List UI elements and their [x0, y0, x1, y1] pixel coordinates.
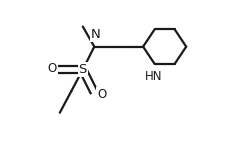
Text: O: O — [48, 62, 57, 75]
Text: O: O — [97, 88, 107, 100]
Text: HN: HN — [144, 70, 162, 83]
Text: N: N — [91, 28, 101, 41]
Text: S: S — [79, 63, 87, 76]
